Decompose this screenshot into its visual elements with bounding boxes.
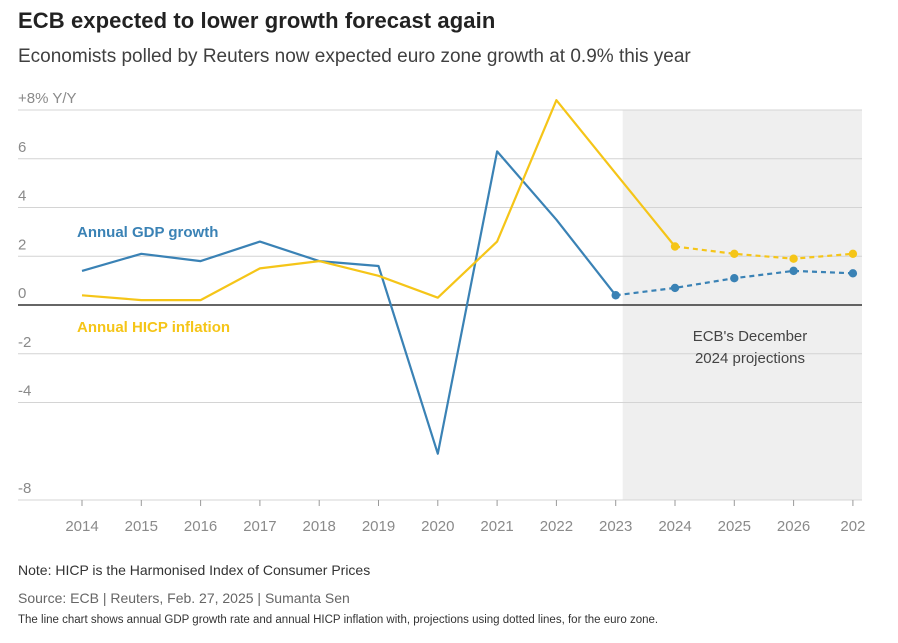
series-label-gdp: Annual GDP growth [77,224,218,241]
chart-title: ECB expected to lower growth forecast ag… [18,8,496,33]
chart-source: Source: ECB | Reuters, Feb. 27, 2025 | S… [18,590,350,606]
x-tick-label: 2016 [184,518,217,535]
x-tick-label: 2018 [303,518,336,535]
x-tick-label: 2019 [362,518,395,535]
projection-point [789,266,798,276]
y-tick-label: -4 [18,383,31,400]
projection-point [789,254,798,263]
x-tick-label: 2025 [718,518,751,535]
y-tick-label: 2 [18,236,26,253]
y-tick-label: 0 [18,285,26,302]
chart-description: The line chart shows annual GDP growth r… [18,614,659,626]
series-layer [81,99,858,455]
x-tick-label: 2021 [480,518,513,535]
projection-point [848,269,858,278]
x-tick-label: 2017 [243,518,276,535]
y-tick-label: -8 [18,480,31,497]
x-tick-label: 2015 [125,518,158,535]
series-projection-hicp [674,245,853,260]
y-tick-label: -2 [18,334,31,351]
chart-subtitle: Economists polled by Reuters now expecte… [18,46,691,67]
series-line-gdp [81,150,617,455]
x-tick-label: 2026 [777,518,810,535]
x-tick-label: 2022 [540,518,573,535]
label-layer: +8% Y/Y 6 4 2 0 -2 -4 -8 2014 2015 2016 2017 2018 201… [18,90,865,535]
series-line-hicp [81,99,676,302]
x-tick-label: 2023 [599,518,632,535]
projection-point [848,249,858,259]
projection-point [611,291,620,300]
line-chart: +8% Y/Y 6 4 2 0 -2 -4 -8 2014 2015 2016 2017 2018 201… [18,90,865,535]
chart-note: Note: HICP is the Harmonised Index of Co… [18,562,371,578]
projection-band-label: ECB's December [693,328,808,345]
projection-point [670,242,680,251]
series-label-hicp: Annual HICP inflation [77,319,230,336]
projection-point [670,283,680,293]
projection-band-label: 2024 projections [695,350,805,367]
x-tick-label: 2014 [65,518,98,535]
projection-point [730,249,739,259]
x-tick-label: 2024 [658,518,691,535]
x-tick-label: 202 [840,518,865,535]
y-tick-label: 6 [18,139,26,156]
y-tick-label: 4 [18,188,26,205]
x-tick-label: 2020 [421,518,454,535]
y-tick-label: +8% Y/Y [18,90,77,107]
projection-point [730,273,739,283]
